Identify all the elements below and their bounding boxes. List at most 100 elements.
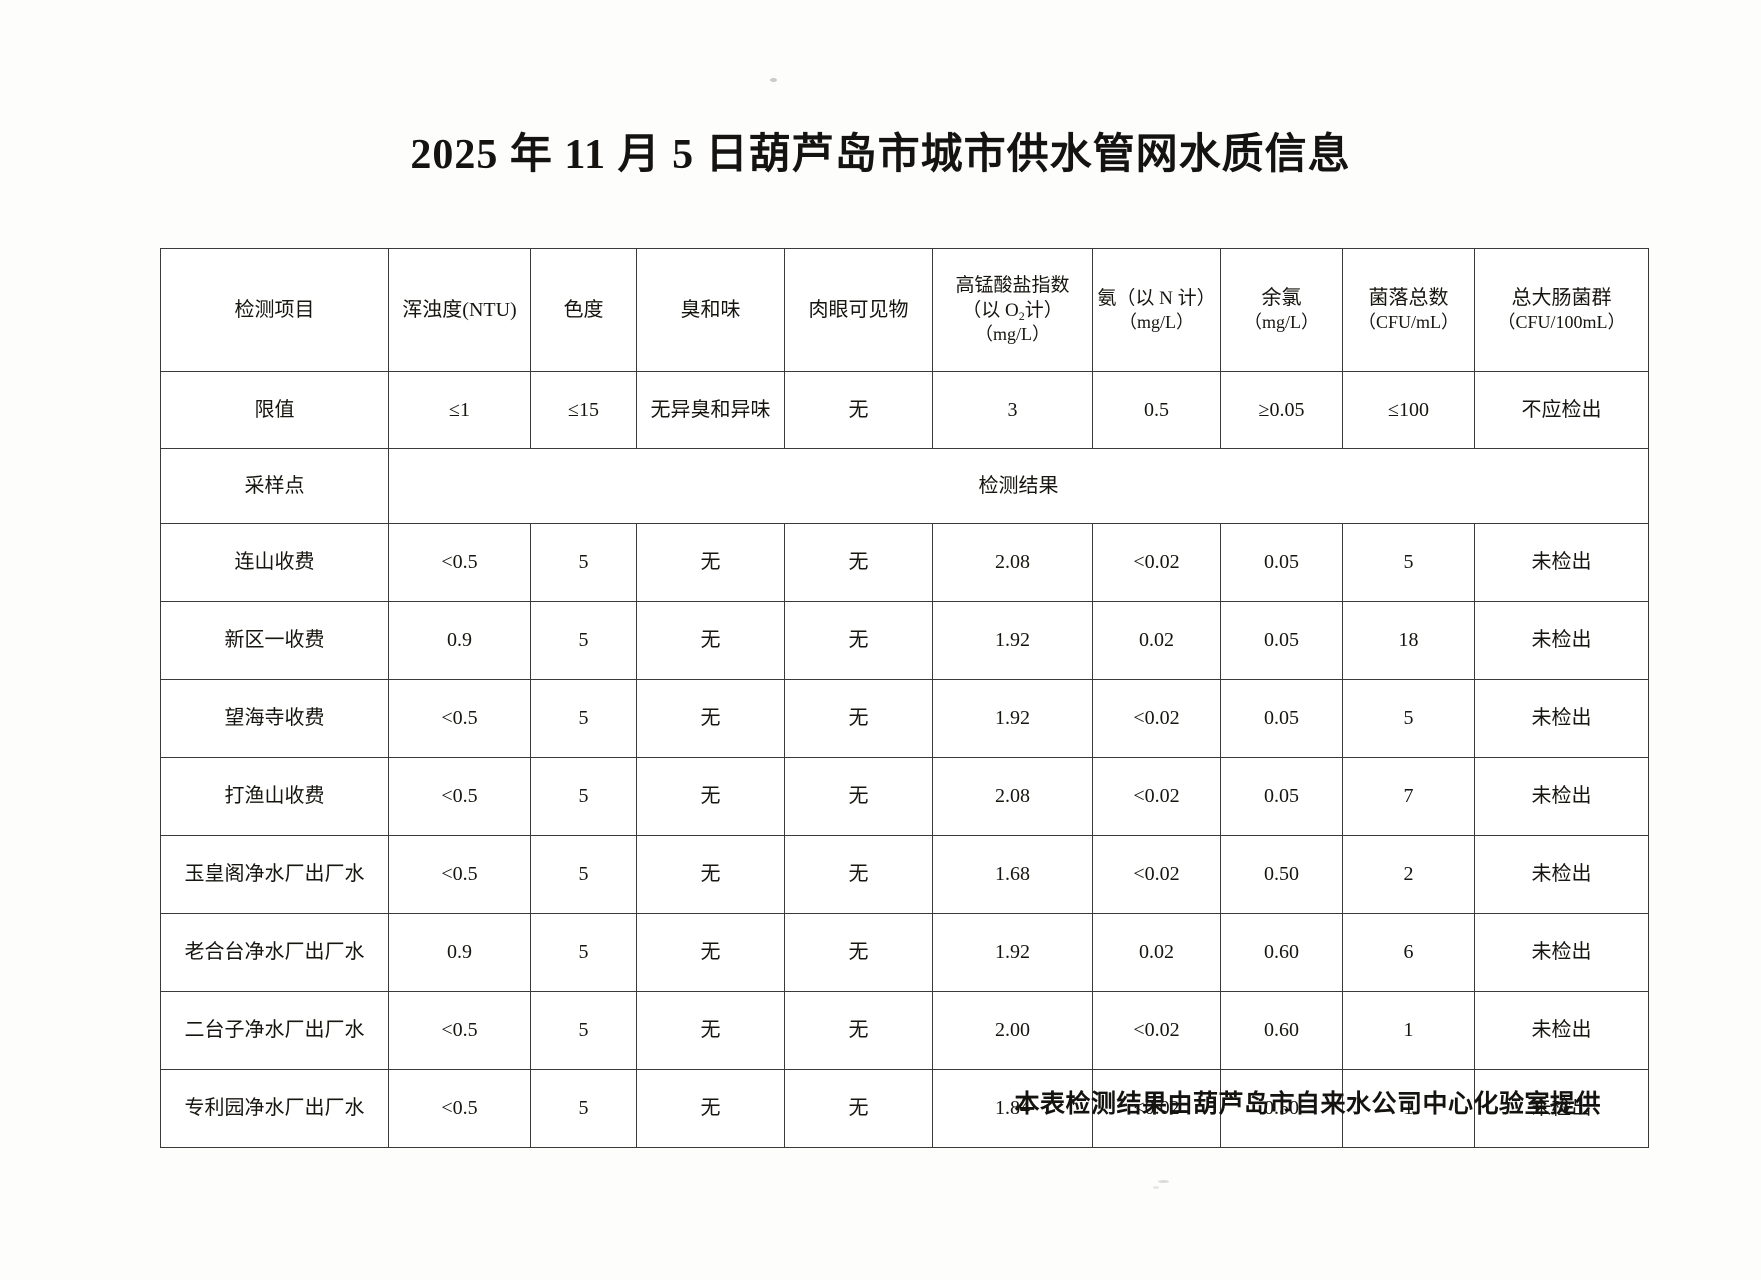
cell-colony-count: 7	[1342, 757, 1475, 836]
cell-total-coliform: 未检出	[1474, 913, 1649, 992]
limit-chroma: ≤15	[530, 371, 637, 449]
cell-permanganate: 1.68	[932, 835, 1093, 914]
permanganate-subscript: 2	[1018, 309, 1025, 324]
table-row: 二台子净水厂出厂水 <0.5 5 无 无 2.00 <0.02 0.60 1 未…	[160, 991, 1649, 1070]
cell-residual-chlorine: 0.60	[1220, 913, 1343, 992]
cell-ammonia: <0.02	[1092, 991, 1221, 1070]
permanganate-line-2: （以 O2计）	[936, 298, 1089, 323]
cell-residual-chlorine: 0.05	[1220, 523, 1343, 602]
header-cell-chroma: 色度	[530, 248, 637, 372]
table-row: 打渔山收费 <0.5 5 无 无 2.08 <0.02 0.05 7 未检出	[160, 757, 1649, 836]
cell-turbidity: 0.9	[388, 601, 531, 680]
cell-odor: 无	[636, 523, 785, 602]
header-cell-permanganate: 高锰酸盐指数 （以 O2计） （mg/L）	[932, 248, 1093, 372]
header-cell-ammonia: 氨（以 N 计） （mg/L）	[1092, 248, 1221, 372]
cell-ammonia: 0.02	[1092, 913, 1221, 992]
cell-ammonia: <0.02	[1092, 1069, 1221, 1148]
permanganate-line-1: 高锰酸盐指数	[955, 275, 1070, 297]
cell-odor: 无	[636, 679, 785, 758]
cell-total-coliform: 未检出	[1474, 1069, 1649, 1148]
cell-chroma: 5	[530, 991, 637, 1070]
cell-colony-count: 1	[1342, 1069, 1475, 1148]
cell-residual-chlorine: 0.05	[1220, 601, 1343, 680]
document-footnote: 本表检测结果由葫芦岛市自来水公司中心化验室提供	[1014, 1091, 1601, 1118]
cell-permanganate: 1.92	[932, 913, 1093, 992]
residual-chlorine-unit: （mg/L）	[1244, 312, 1319, 333]
test-result-label: 检测结果	[388, 448, 1649, 524]
cell-turbidity: <0.5	[388, 1069, 531, 1148]
cell-total-coliform: 未检出	[1474, 601, 1649, 680]
permanganate-unit: （mg/L）	[975, 324, 1050, 345]
water-quality-table-wrapper: 检测项目 浑浊度(NTU) 色度 臭和味 肉眼可见物 高锰酸盐指数 （以 O2计…	[160, 248, 1649, 1148]
cell-turbidity: <0.5	[388, 757, 531, 836]
cell-colony-count: 6	[1342, 913, 1475, 992]
cell-colony-count: 5	[1342, 523, 1475, 602]
residual-chlorine-line-1: 余氯	[1261, 286, 1302, 309]
cell-visible-matter: 无	[784, 913, 933, 992]
cell-chroma: 5	[530, 523, 637, 602]
cell-odor: 无	[636, 991, 785, 1070]
cell-permanganate: 1.92	[932, 679, 1093, 758]
cell-total-coliform: 未检出	[1474, 991, 1649, 1070]
cell-total-coliform: 未检出	[1474, 757, 1649, 836]
cell-residual-chlorine: 0.50	[1220, 835, 1343, 914]
limit-visible-matter: 无	[784, 371, 933, 449]
cell-residual-chlorine: 0.05	[1220, 757, 1343, 836]
cell-colony-count: 18	[1342, 601, 1475, 680]
colony-unit: （CFU/mL）	[1357, 312, 1459, 333]
cell-odor: 无	[636, 1069, 785, 1148]
cell-permanganate: 2.00	[932, 991, 1093, 1070]
row-site-name: 新区一收费	[160, 601, 389, 680]
cell-permanganate: 1.84	[932, 1069, 1093, 1148]
cell-odor: 无	[636, 601, 785, 680]
row-site-name: 专利园净水厂出厂水	[160, 1069, 389, 1148]
header-cell-residual-chlorine: 余氯 （mg/L）	[1220, 248, 1343, 372]
cell-permanganate: 1.92	[932, 601, 1093, 680]
cell-chroma: 5	[530, 679, 637, 758]
cell-odor: 无	[636, 757, 785, 836]
table-row: 老合台净水厂出厂水 0.9 5 无 无 1.92 0.02 0.60 6 未检出	[160, 913, 1649, 992]
cell-turbidity: <0.5	[388, 991, 531, 1070]
colony-line-1: 菌落总数	[1368, 286, 1449, 309]
row-site-name: 打渔山收费	[160, 757, 389, 836]
cell-turbidity: <0.5	[388, 679, 531, 758]
cell-chroma: 5	[530, 913, 637, 992]
ammonia-unit: （mg/L）	[1119, 311, 1194, 332]
cell-turbidity: <0.5	[388, 835, 531, 914]
row-site-name: 二台子净水厂出厂水	[160, 991, 389, 1070]
cell-chroma: 5	[530, 757, 637, 836]
cell-ammonia: <0.02	[1092, 523, 1221, 602]
cell-visible-matter: 无	[784, 679, 933, 758]
scan-speckle	[1158, 1180, 1169, 1183]
ammonia-line-1: 氨（以 N 计）	[1097, 287, 1216, 309]
cell-colony-count: 5	[1342, 679, 1475, 758]
table-row: 新区一收费 0.9 5 无 无 1.92 0.02 0.05 18 未检出	[160, 601, 1649, 680]
cell-visible-matter: 无	[784, 601, 933, 680]
cell-chroma: 5	[530, 835, 637, 914]
scan-speckle	[1153, 1186, 1159, 1189]
limit-row-label: 限值	[160, 371, 389, 449]
row-site-name: 玉皇阁净水厂出厂水	[160, 835, 389, 914]
cell-turbidity: <0.5	[388, 523, 531, 602]
cell-ammonia: <0.02	[1092, 757, 1221, 836]
cell-visible-matter: 无	[784, 1069, 933, 1148]
header-cell-turbidity: 浑浊度(NTU)	[388, 248, 531, 372]
sampling-point-label: 采样点	[160, 448, 389, 524]
water-quality-table: 检测项目 浑浊度(NTU) 色度 臭和味 肉眼可见物 高锰酸盐指数 （以 O2计…	[160, 248, 1649, 1148]
table-header-row: 检测项目 浑浊度(NTU) 色度 臭和味 肉眼可见物 高锰酸盐指数 （以 O2计…	[160, 248, 1649, 372]
header-cell-item: 检测项目	[160, 248, 389, 372]
page-title: 2025 年 11 月 5 日葫芦岛市城市供水管网水质信息	[410, 132, 1351, 178]
cell-residual-chlorine: 0.60	[1220, 991, 1343, 1070]
cell-ammonia: 0.02	[1092, 601, 1221, 680]
table-row: 专利园净水厂出厂水 <0.5 5 无 无 1.84 <0.02 0.50 1 未…	[160, 1069, 1649, 1148]
sampling-point-section-row: 采样点 检测结果	[160, 448, 1649, 524]
cell-visible-matter: 无	[784, 757, 933, 836]
table-row: 望海寺收费 <0.5 5 无 无 1.92 <0.02 0.05 5 未检出	[160, 679, 1649, 758]
cell-permanganate: 2.08	[932, 757, 1093, 836]
coliform-line-1: 总大肠菌群	[1511, 286, 1612, 309]
cell-odor: 无	[636, 835, 785, 914]
row-site-name: 望海寺收费	[160, 679, 389, 758]
row-site-name: 老合台净水厂出厂水	[160, 913, 389, 992]
permanganate-line-2-post: 计）	[1024, 300, 1063, 322]
